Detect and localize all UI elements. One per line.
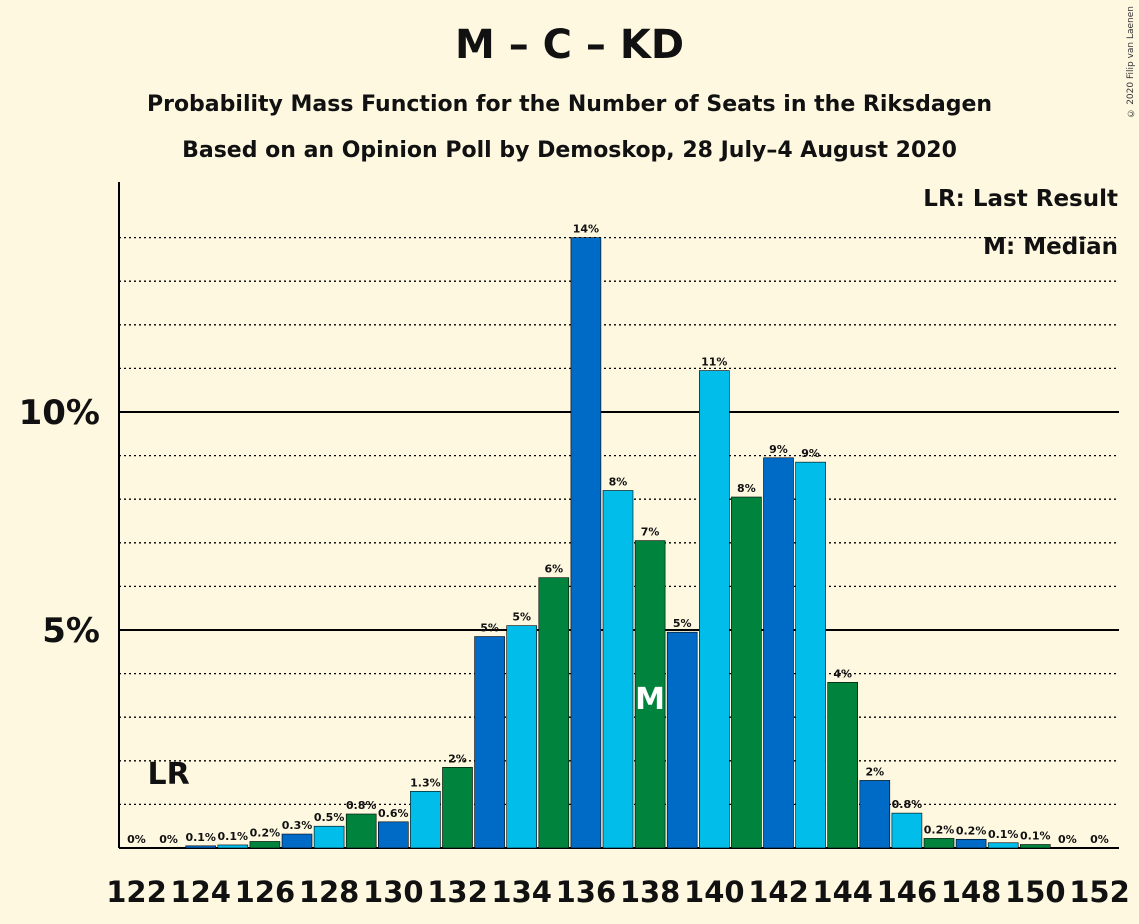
median-marker: M (635, 682, 665, 717)
value-label: 5% (480, 622, 499, 635)
value-label: 5% (673, 617, 692, 630)
value-label: 0.2% (924, 823, 955, 836)
value-label: 9% (801, 447, 820, 460)
value-label: 8% (609, 475, 628, 488)
bar (955, 838, 987, 849)
y-tick-label: 5% (42, 611, 100, 651)
chart-title: M – C – KD (454, 22, 685, 68)
value-label: 2% (865, 765, 884, 778)
x-tick-label: 136 (556, 875, 617, 909)
bar (313, 825, 345, 849)
bar (795, 461, 826, 849)
value-label: 0.3% (282, 819, 313, 832)
x-tick-label: 124 (170, 875, 231, 909)
x-tick-label: 128 (299, 875, 360, 909)
legend-last-result: LR: Last Result (923, 186, 1118, 212)
x-tick-label: 148 (941, 875, 1002, 909)
bar (538, 577, 570, 849)
x-tick-label: 144 (812, 875, 873, 909)
y-tick-label: 10% (19, 393, 100, 433)
value-label: 0.2% (956, 824, 987, 837)
value-label: 8% (737, 482, 756, 495)
x-tick-label: 142 (748, 875, 809, 909)
bar (827, 682, 859, 849)
bar (602, 490, 634, 849)
bar (185, 845, 216, 849)
x-tick-label: 130 (363, 875, 424, 909)
x-tick-label: 134 (491, 875, 552, 909)
bar (763, 457, 794, 849)
bar (410, 791, 441, 849)
bar (923, 838, 955, 849)
x-tick-label: 122 (106, 875, 167, 909)
value-label: 4% (833, 667, 852, 680)
value-label: 7% (641, 526, 660, 539)
last-result-marker: LR (147, 757, 189, 792)
chart-subtitle-2: Based on an Opinion Poll by Demoskop, 28… (182, 138, 957, 163)
legend-median: M: Median (983, 234, 1118, 260)
value-label: 0.1% (185, 831, 216, 844)
bar (506, 625, 538, 849)
bar (698, 370, 730, 849)
bar (442, 767, 473, 849)
copyright-note: © 2020 Filip van Laenen (1126, 6, 1136, 118)
bar (634, 540, 666, 849)
bar (666, 631, 698, 849)
bar (217, 844, 249, 849)
value-label: 14% (573, 223, 599, 236)
x-tick-label: 126 (235, 875, 296, 909)
x-tick-label: 150 (1005, 875, 1066, 909)
value-label: 1.3% (410, 776, 441, 789)
value-label: 11% (701, 356, 727, 369)
bar (281, 833, 313, 849)
bar (1019, 844, 1051, 849)
value-label: 0.8% (892, 798, 923, 811)
value-label: 0.5% (314, 811, 345, 824)
x-tick-label: 138 (620, 875, 681, 909)
bar (249, 841, 281, 849)
value-label: 6% (544, 563, 563, 576)
value-label: 0.1% (218, 830, 249, 843)
value-label: 5% (512, 611, 531, 624)
x-tick-label: 152 (1069, 875, 1130, 909)
x-tick-label: 132 (427, 875, 488, 909)
chart-subtitle: Probability Mass Function for the Number… (146, 92, 993, 117)
value-label: 0.1% (1020, 830, 1051, 843)
value-label: 0% (159, 833, 178, 846)
bar (891, 812, 923, 849)
bar (345, 813, 377, 849)
bar (987, 842, 1019, 849)
bar (474, 636, 505, 849)
value-label: 0% (1058, 833, 1077, 846)
bar (570, 237, 602, 849)
bar (377, 821, 409, 849)
value-label: 0.1% (988, 828, 1019, 841)
value-label: 0% (127, 833, 146, 846)
value-label: 9% (769, 443, 788, 456)
x-tick-label: 146 (877, 875, 938, 909)
value-label: 2% (448, 752, 467, 765)
bar (731, 496, 762, 849)
value-label: 0.2% (250, 826, 281, 839)
bar (859, 780, 891, 849)
value-label: 0.8% (346, 799, 377, 812)
value-label: 0.6% (378, 807, 409, 820)
x-tick-label: 140 (684, 875, 745, 909)
value-label: 0% (1090, 833, 1109, 846)
